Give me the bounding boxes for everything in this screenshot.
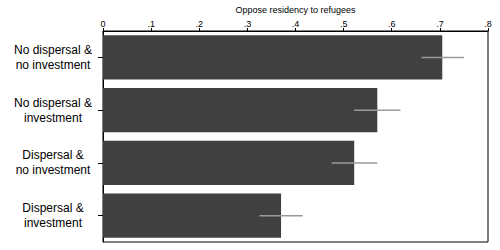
svg-text:investment: investment: [24, 216, 83, 230]
svg-text:Oppose residency to refugees: Oppose residency to refugees: [235, 5, 356, 15]
svg-text:Dispersal &: Dispersal &: [22, 148, 83, 162]
svg-text:.5: .5: [340, 19, 348, 29]
svg-text:0: 0: [100, 19, 105, 29]
svg-text:.7: .7: [436, 19, 444, 29]
svg-text:investment: investment: [24, 111, 83, 125]
svg-text:.8: .8: [484, 19, 492, 29]
svg-text:.2: .2: [195, 19, 203, 29]
svg-text:no investment: no investment: [16, 163, 91, 177]
svg-text:.1: .1: [147, 19, 155, 29]
svg-text:.6: .6: [388, 19, 396, 29]
svg-text:Dispersal &: Dispersal &: [22, 201, 83, 215]
svg-text:No dispersal &: No dispersal &: [14, 43, 92, 57]
svg-text:.3: .3: [244, 19, 252, 29]
svg-text:.4: .4: [292, 19, 300, 29]
svg-text:no investment: no investment: [16, 58, 91, 72]
svg-text:No dispersal &: No dispersal &: [14, 96, 92, 110]
